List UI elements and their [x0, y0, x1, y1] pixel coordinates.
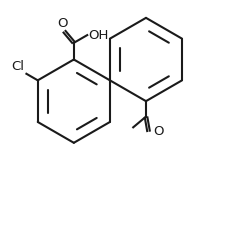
Text: Cl: Cl	[11, 60, 24, 73]
Text: OH: OH	[88, 29, 109, 42]
Text: O: O	[153, 125, 164, 138]
Text: O: O	[58, 17, 68, 30]
